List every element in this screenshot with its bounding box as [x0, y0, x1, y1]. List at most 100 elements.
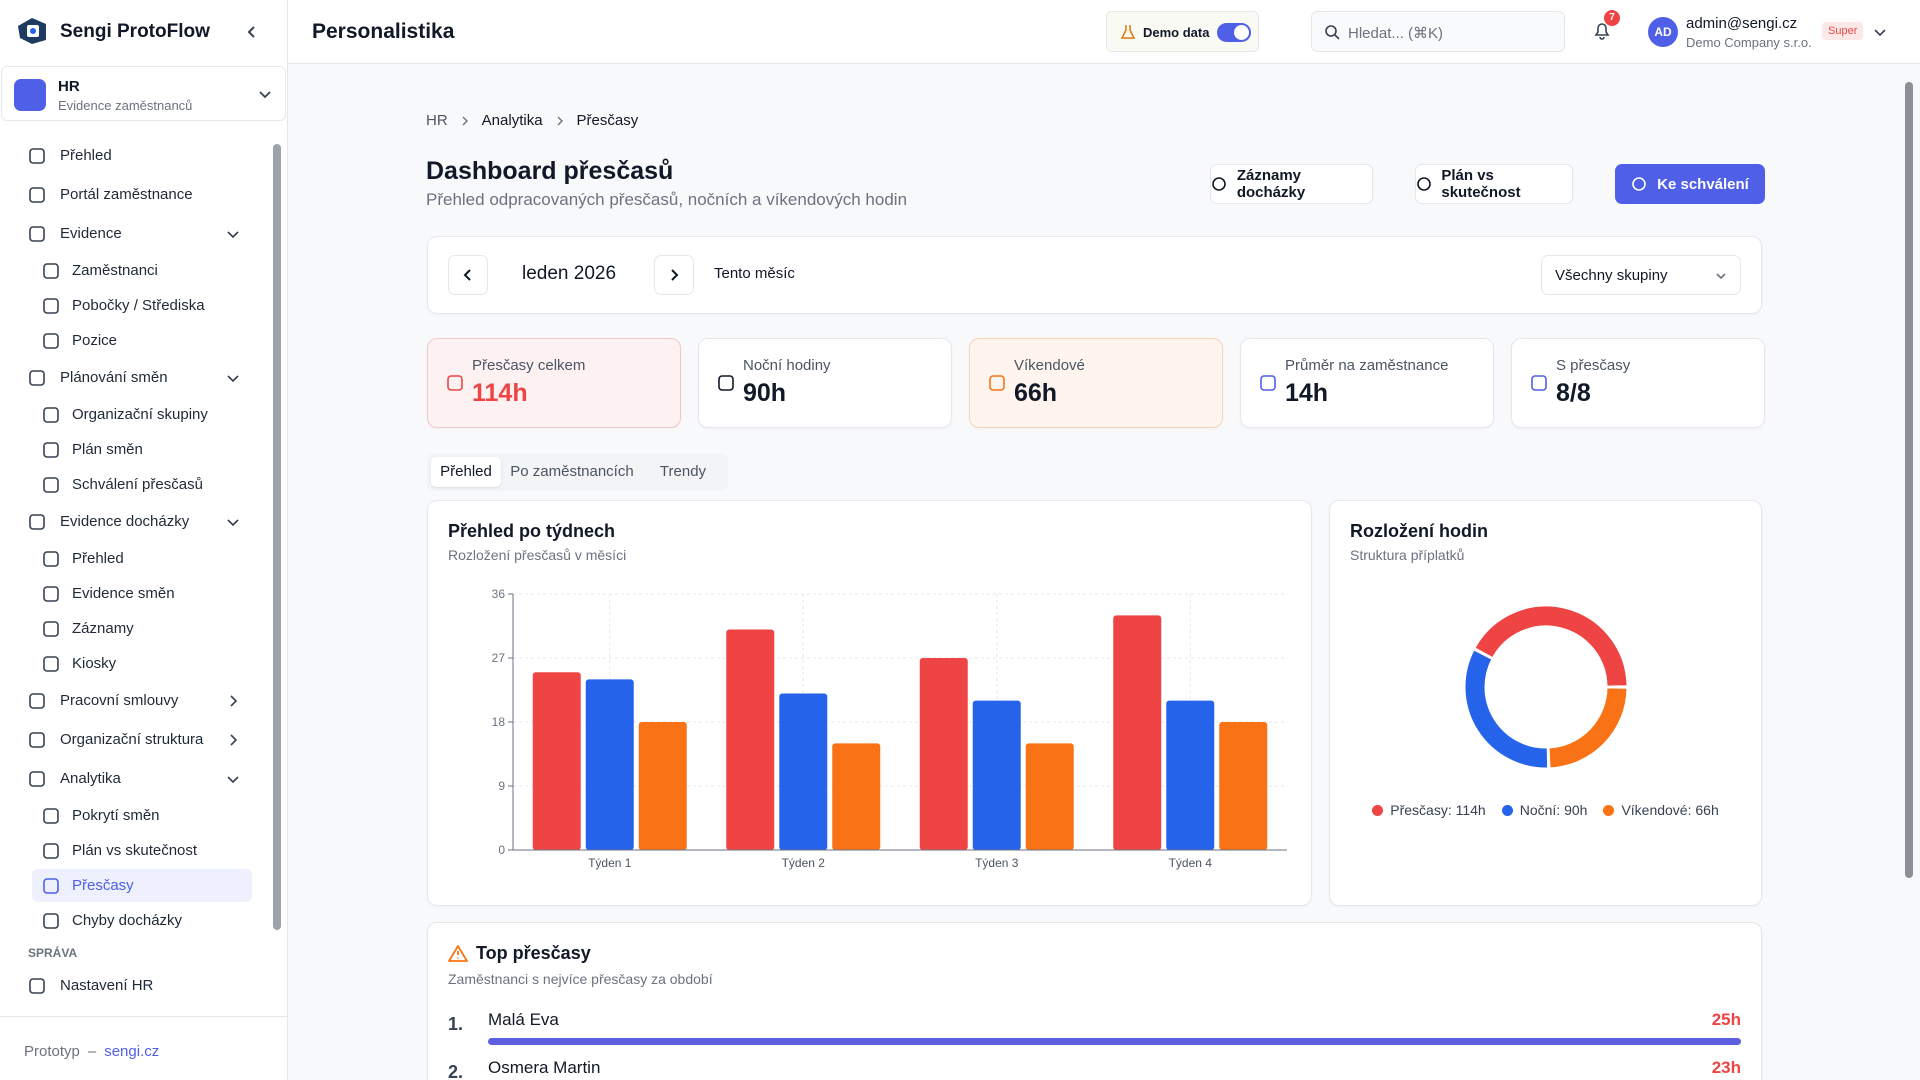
nav-item[interactable]: Pozice	[0, 323, 272, 358]
donut-chart	[1464, 605, 1628, 769]
breadcrumb[interactable]: HR	[426, 112, 448, 129]
donut-segment	[1548, 687, 1628, 769]
tab[interactable]: Po zaměstnancích	[510, 463, 634, 480]
action-label: Záznamy docházky	[1236, 167, 1306, 201]
nav-item[interactable]: Nastavení směn	[0, 1005, 272, 1017]
nav-item[interactable]: Přesčasy	[0, 868, 272, 903]
icon-shape	[1260, 375, 1276, 391]
nav-item[interactable]: Evidence směn	[0, 576, 272, 611]
icon-shape	[1531, 375, 1547, 391]
nav-item[interactable]: Analytika	[0, 759, 272, 798]
logo	[18, 18, 46, 44]
nav-label: Evidence směn	[72, 584, 175, 602]
bar	[585, 679, 634, 850]
prev-button[interactable]	[448, 255, 488, 295]
top-subtitle: Zaměstnanci s nejvíce přesčasy za období	[448, 971, 713, 987]
search[interactable]: Hledat... (⌘K)	[1311, 11, 1565, 52]
nav-item[interactable]: Zaměstnanci	[0, 253, 272, 288]
module-switcher[interactable]: HR Evidence zaměstnanců	[1, 66, 286, 121]
y-tick-label: 0	[498, 843, 505, 857]
crumb-separator	[557, 116, 563, 125]
nav-item[interactable]: Pracovní smlouvy	[0, 681, 272, 720]
company: Demo Company s.r.o.	[1686, 35, 1812, 50]
tab[interactable]: Trendy	[659, 463, 707, 480]
footer-link[interactable]: sengi.cz	[104, 1043, 160, 1060]
nav-item[interactable]: Organizační struktura	[0, 720, 272, 759]
nav-label: Pokrytí směn	[72, 806, 160, 824]
breadcrumb[interactable]: Analytika	[481, 112, 543, 129]
nav-item[interactable]: Kiosky	[0, 646, 272, 681]
icon	[43, 441, 59, 458]
group-filter[interactable]: Všechny skupiny	[1541, 255, 1741, 295]
scroll-thumb[interactable]	[273, 144, 281, 930]
bar	[779, 693, 828, 850]
user-chevron[interactable]	[1873, 25, 1887, 39]
nav-item[interactable]: Organizační skupiny	[0, 397, 272, 432]
avatar[interactable]: AD	[1648, 17, 1678, 47]
period-label: leden 2026	[522, 263, 617, 284]
nav-label: Přehled	[60, 146, 112, 164]
next-button[interactable]	[654, 255, 694, 295]
nav-item[interactable]: Pobočky / Střediska	[0, 288, 272, 323]
action-button[interactable]: Záznamy docházky	[1210, 164, 1373, 204]
nav-label: Chyby docházky	[72, 911, 183, 929]
nav-item[interactable]: Přehled	[0, 136, 272, 175]
nav-item[interactable]: Portál zaměstnance	[0, 175, 272, 214]
nav-item[interactable]: Záznamy	[0, 611, 272, 646]
stat-label: Víkendové	[1014, 357, 1085, 374]
chevron	[227, 775, 239, 783]
chevron-path	[227, 518, 239, 526]
nav-item[interactable]: Přehled	[0, 541, 272, 576]
chart-title: Přehled po týdnech	[448, 521, 616, 541]
icon	[447, 375, 463, 391]
y-tick-label: 36	[492, 587, 506, 601]
stat-card: Přesčasy celkem 114h	[427, 338, 681, 428]
nav-item[interactable]: Evidence docházky	[0, 502, 272, 541]
current-period[interactable]: Tento měsíc	[714, 265, 795, 282]
bar	[726, 629, 775, 850]
icon-shape	[29, 731, 45, 748]
stat-card: Víkendové 66h	[969, 338, 1223, 428]
nav-label: Pozice	[72, 331, 118, 349]
icon-shape	[43, 807, 59, 824]
icon	[29, 977, 45, 994]
icon	[43, 912, 59, 929]
x-tick-label: Týden 1	[588, 856, 632, 870]
bell-icon[interactable]	[1593, 21, 1611, 41]
action-button[interactable]: Ke schválení	[1615, 164, 1765, 204]
rank: 1.	[448, 1014, 464, 1034]
nav-item[interactable]: Plánování směn	[0, 358, 272, 397]
x-tick-label: Týden 2	[782, 856, 826, 870]
legend-label: Noční: 90h	[1519, 802, 1588, 818]
demo-switch[interactable]	[1217, 23, 1251, 42]
collapse-button[interactable]	[244, 24, 260, 40]
bar	[532, 672, 581, 850]
action-button[interactable]: Plán vs skutečnost	[1415, 164, 1573, 204]
icon-shape	[29, 977, 45, 994]
tab[interactable]: Přehled	[431, 457, 501, 487]
nav-item[interactable]: Chyby docházky	[0, 903, 272, 938]
nav-label: Evidence	[60, 224, 122, 242]
icon	[43, 262, 59, 279]
nav-item[interactable]: Evidence	[0, 214, 272, 253]
top-card: Top přesčasy Zaměstnanci s nejvíce přesč…	[427, 922, 1762, 1080]
icon-shape	[29, 770, 45, 787]
stat-card: S přesčasy 8/8	[1511, 338, 1765, 428]
icon	[43, 842, 59, 859]
nav-item[interactable]: Nastavení HR	[0, 966, 272, 1005]
icon	[43, 406, 59, 423]
page-scroll-thumb[interactable]	[1905, 82, 1913, 878]
icon-shape	[43, 297, 59, 314]
notification-badge: 7	[1604, 10, 1620, 26]
chevron	[227, 230, 239, 238]
icon-shape	[29, 147, 45, 164]
nav-label: Schválení přesčasů	[72, 475, 203, 493]
header: Personalistika Demo data Hledat... (⌘K) …	[288, 0, 1920, 64]
nav-item[interactable]: Pokrytí směn	[0, 798, 272, 833]
nav-item[interactable]: Plán směn	[0, 432, 272, 467]
nav-item[interactable]: Schválení přesčasů	[0, 467, 272, 502]
bar	[1025, 743, 1074, 850]
nav-item[interactable]: Plán vs skutečnost	[0, 833, 272, 868]
y-tick-label: 27	[492, 651, 506, 665]
